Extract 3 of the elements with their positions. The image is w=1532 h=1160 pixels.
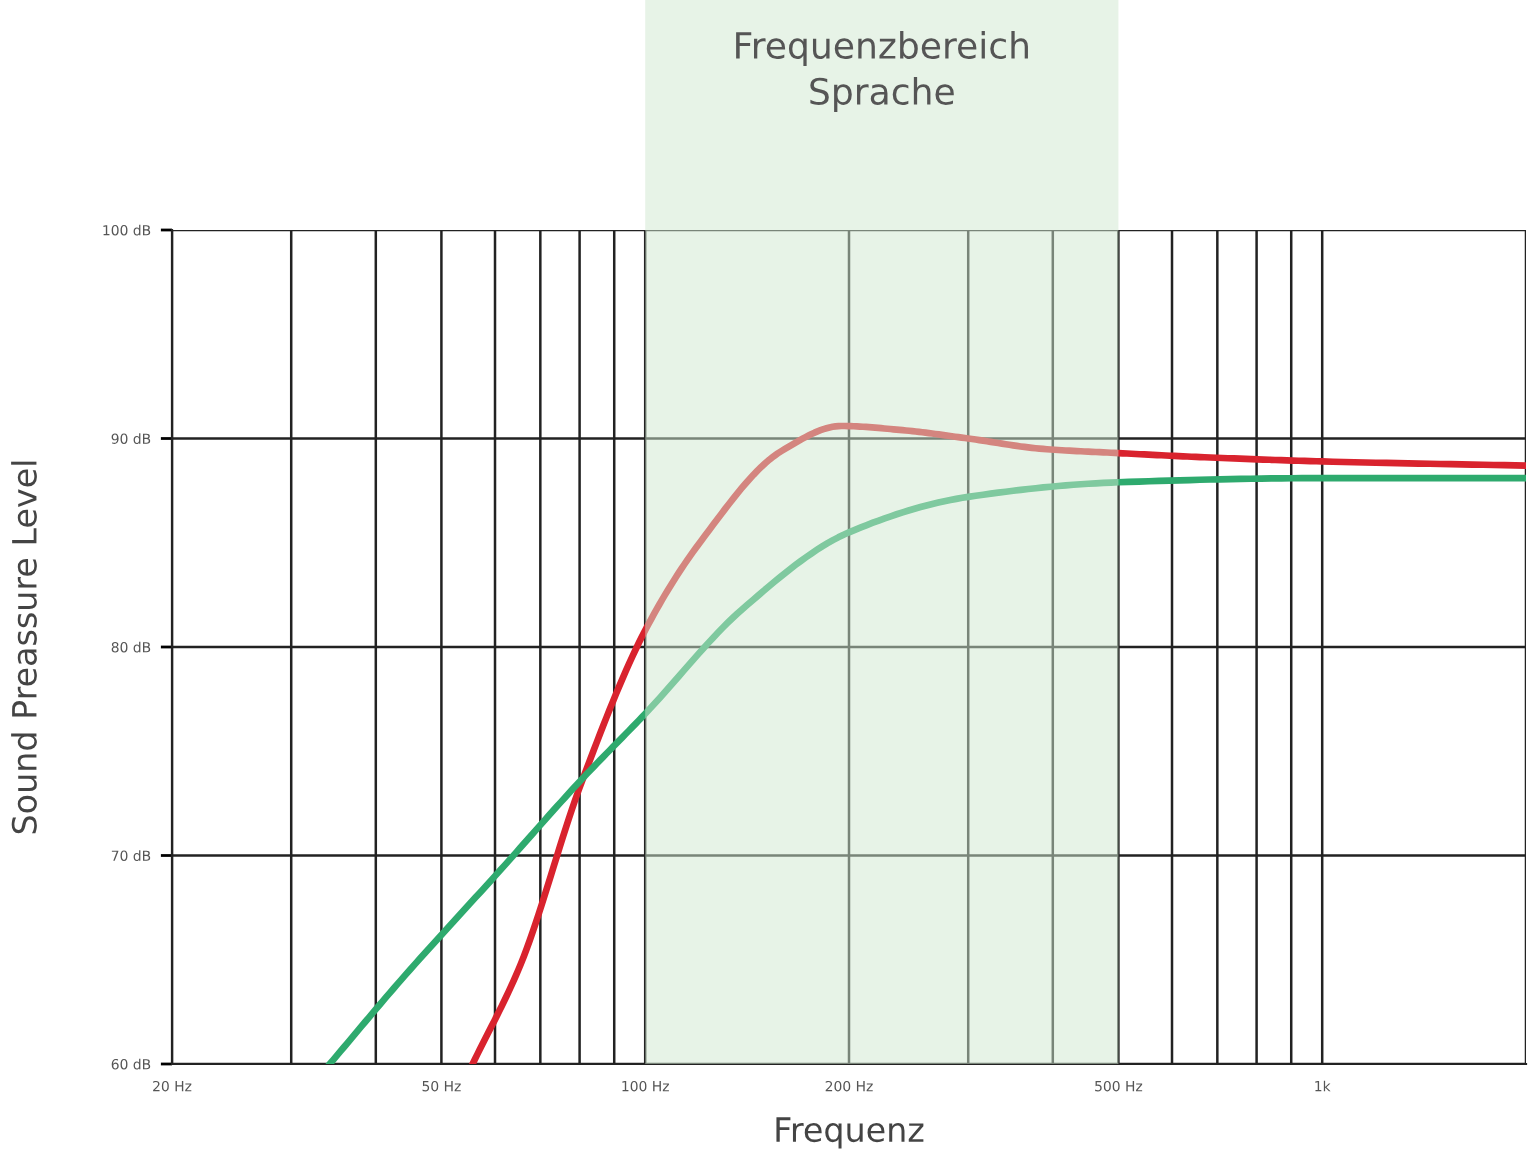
y-axis-title: Sound Preassure Level [11,461,37,834]
band-label: Frequenzbereich Sprache [736,31,1028,112]
x-axis-title: Frequenz [776,1117,924,1149]
